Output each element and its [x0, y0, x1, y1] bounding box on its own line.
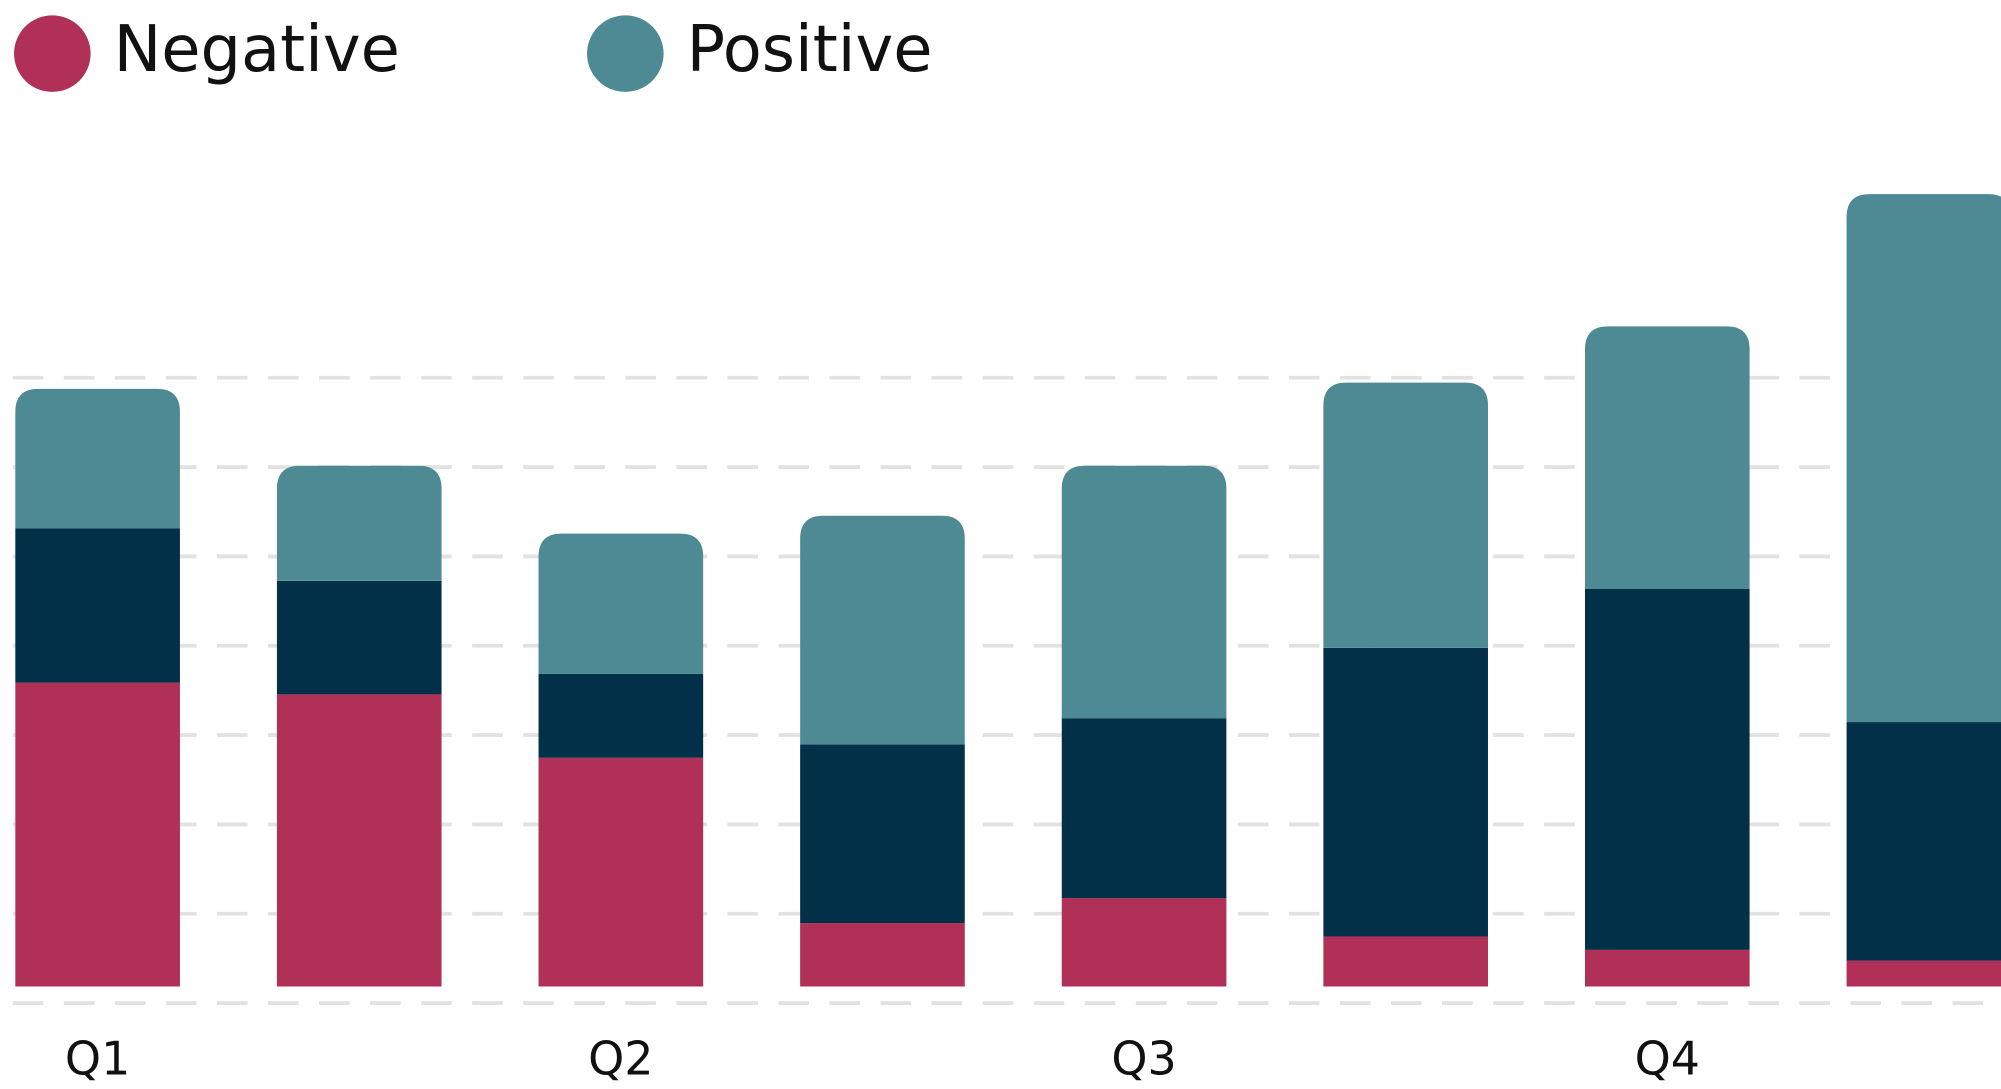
bar-segment [1584, 949, 1750, 987]
bar-segment [276, 465, 442, 581]
bar-segment [15, 388, 180, 529]
bar-segment [276, 580, 442, 695]
bar-segment [1323, 382, 1488, 648]
bar-segment [15, 528, 180, 683]
bar-segment [1846, 960, 2001, 987]
x-tick-label: Q3 [1111, 1031, 1176, 1085]
bar-segment [800, 744, 965, 924]
legend-swatch [587, 15, 664, 92]
legend-label: Negative [114, 13, 400, 87]
bar-segment [1061, 465, 1227, 719]
bar-segment [800, 515, 965, 745]
x-tick-label: Q2 [588, 1031, 653, 1085]
legend-label: Positive [687, 13, 933, 87]
bar-segment [1584, 588, 1750, 950]
legend-swatch [14, 15, 91, 92]
bar-segment [538, 673, 704, 758]
bar-segment [538, 757, 704, 987]
x-tick-label: Q4 [1635, 1031, 1700, 1085]
bar-segment [1061, 718, 1227, 899]
x-tick-label: Q1 [65, 1031, 130, 1085]
bar-segment [1061, 898, 1227, 987]
bar-segment [1846, 722, 2001, 961]
bar-segment [1846, 194, 2001, 723]
bar-segment [15, 682, 180, 987]
bar-segment [1584, 326, 1750, 589]
bar-segment [1323, 936, 1488, 987]
bar-segment [276, 694, 442, 987]
bar-segment [538, 533, 704, 674]
bar-segment [800, 923, 965, 987]
bar-segment [1323, 647, 1488, 937]
